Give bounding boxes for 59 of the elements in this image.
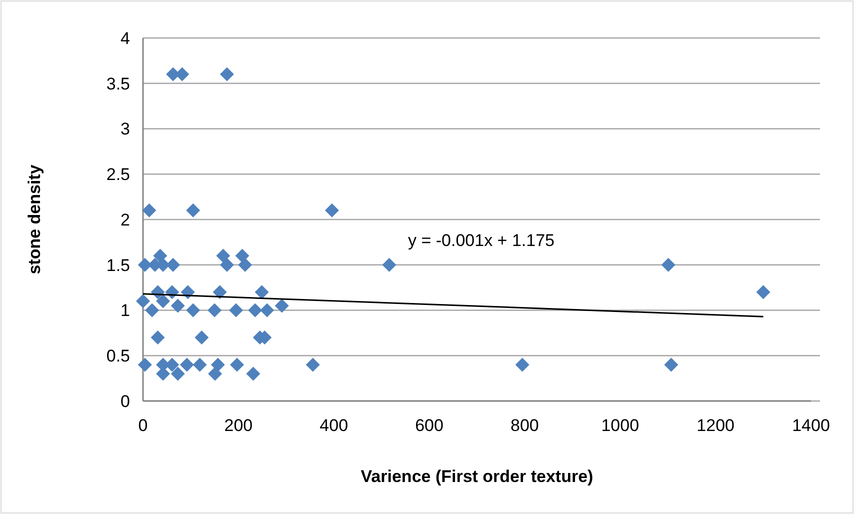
x-tick-label: 1400 bbox=[792, 416, 830, 435]
y-axis-title: stone density bbox=[25, 164, 44, 274]
point bbox=[382, 258, 396, 272]
point bbox=[254, 285, 269, 300]
x-tick-label: 1200 bbox=[696, 416, 734, 435]
point bbox=[192, 358, 207, 372]
y-tick-label: 2 bbox=[120, 210, 130, 230]
point bbox=[235, 248, 250, 263]
point bbox=[306, 358, 320, 372]
point bbox=[229, 303, 244, 318]
x-tick-label: 800 bbox=[510, 416, 539, 435]
y-tick-label: 1 bbox=[120, 301, 130, 320]
annotation: y = -0.001x + 1.175 bbox=[408, 231, 554, 250]
point bbox=[153, 248, 168, 263]
point bbox=[220, 67, 234, 82]
point bbox=[186, 203, 200, 218]
x-tick-label: 0 bbox=[138, 416, 148, 435]
x-tick-label: 200 bbox=[224, 416, 253, 435]
point bbox=[661, 258, 676, 272]
point bbox=[260, 303, 274, 318]
point bbox=[664, 358, 678, 372]
point bbox=[180, 358, 194, 372]
x-tick-label: 400 bbox=[320, 416, 348, 435]
point bbox=[166, 258, 180, 272]
point bbox=[248, 303, 262, 318]
y-tick-label: 3.5 bbox=[106, 74, 130, 94]
point bbox=[170, 298, 185, 313]
point bbox=[208, 366, 222, 381]
point bbox=[220, 258, 234, 272]
point bbox=[212, 285, 227, 300]
point bbox=[515, 358, 530, 372]
point bbox=[156, 294, 170, 308]
point bbox=[194, 330, 209, 344]
point bbox=[136, 294, 150, 308]
point bbox=[186, 303, 200, 318]
point bbox=[142, 203, 156, 218]
point bbox=[238, 258, 252, 272]
point bbox=[138, 258, 152, 272]
y-tick-label: 0 bbox=[120, 392, 130, 411]
y-tick-label: 3 bbox=[120, 120, 130, 139]
y-tick-label: 2.5 bbox=[106, 165, 130, 184]
point bbox=[150, 330, 165, 344]
point bbox=[216, 248, 230, 263]
y-tick-label: 1.5 bbox=[106, 256, 130, 275]
point bbox=[324, 203, 339, 218]
point bbox=[230, 358, 244, 372]
point bbox=[274, 298, 289, 313]
point bbox=[246, 366, 260, 381]
y-tick-label: 4 bbox=[120, 28, 130, 48]
point bbox=[170, 366, 185, 381]
y-tick-label: 0.5 bbox=[106, 346, 130, 366]
point bbox=[756, 285, 770, 300]
point bbox=[138, 358, 152, 372]
point bbox=[210, 358, 225, 372]
x-axis-title: Varience (First order texture) bbox=[360, 467, 594, 486]
x-tick-label: 1000 bbox=[601, 416, 640, 435]
x-tick-label: 600 bbox=[415, 416, 444, 435]
point bbox=[208, 303, 222, 318]
point bbox=[145, 303, 160, 318]
